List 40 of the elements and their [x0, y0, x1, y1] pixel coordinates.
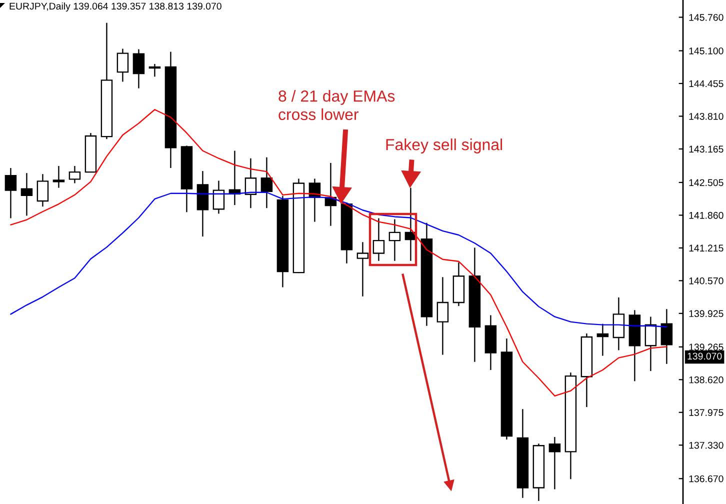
y-tick-label: 137.330	[689, 442, 724, 449]
annotation: 8 / 21 day EMAs cross lower	[278, 90, 395, 120]
candlestick	[36, 174, 49, 208]
candlestick	[68, 165, 81, 184]
candlestick	[612, 296, 625, 351]
candlestick	[644, 316, 657, 372]
candlestick	[116, 48, 129, 82]
y-tick-label: 138.620	[689, 376, 724, 384]
chart-title: EURJPY,Daily 139.064 139.357 138.813 139.070	[10, 2, 222, 12]
y-tick-label: 139.265	[689, 344, 724, 351]
y-tick-label: 140.570	[689, 277, 724, 284]
candlestick	[20, 172, 33, 216]
text: 139.070	[688, 352, 722, 360]
y-tick-label: 143.165	[689, 146, 724, 153]
annotation: Fakey sell signal	[386, 138, 502, 154]
y-tick-label: 136.670	[689, 475, 724, 482]
candlestick	[660, 308, 673, 365]
candlestick	[212, 180, 225, 214]
candlestick	[548, 436, 561, 490]
candlestick	[132, 48, 145, 89]
y-tick-label: 141.215	[689, 244, 724, 252]
y-tick-label: 145.100	[689, 47, 724, 54]
y-tick-label: 144.455	[689, 80, 724, 88]
y-tick-label: 145.760	[689, 14, 724, 21]
candlestick	[244, 158, 257, 209]
y-tick-label: 142.505	[689, 179, 724, 186]
candlestick	[356, 242, 369, 297]
candlestick	[372, 218, 385, 262]
y-tick-label: 143.810	[689, 112, 724, 120]
candlestick	[596, 323, 609, 356]
y-tick-label: 137.975	[689, 409, 724, 416]
candlestick	[52, 165, 65, 188]
line-series	[10, 109, 668, 396]
candlestick	[388, 218, 401, 262]
y-tick-label: 141.860	[689, 212, 724, 219]
candlestick	[148, 63, 161, 78]
candlestick	[436, 276, 449, 356]
candlestick	[260, 156, 273, 209]
y-tick-label: 139.925	[689, 310, 724, 318]
candlestick	[4, 167, 17, 219]
